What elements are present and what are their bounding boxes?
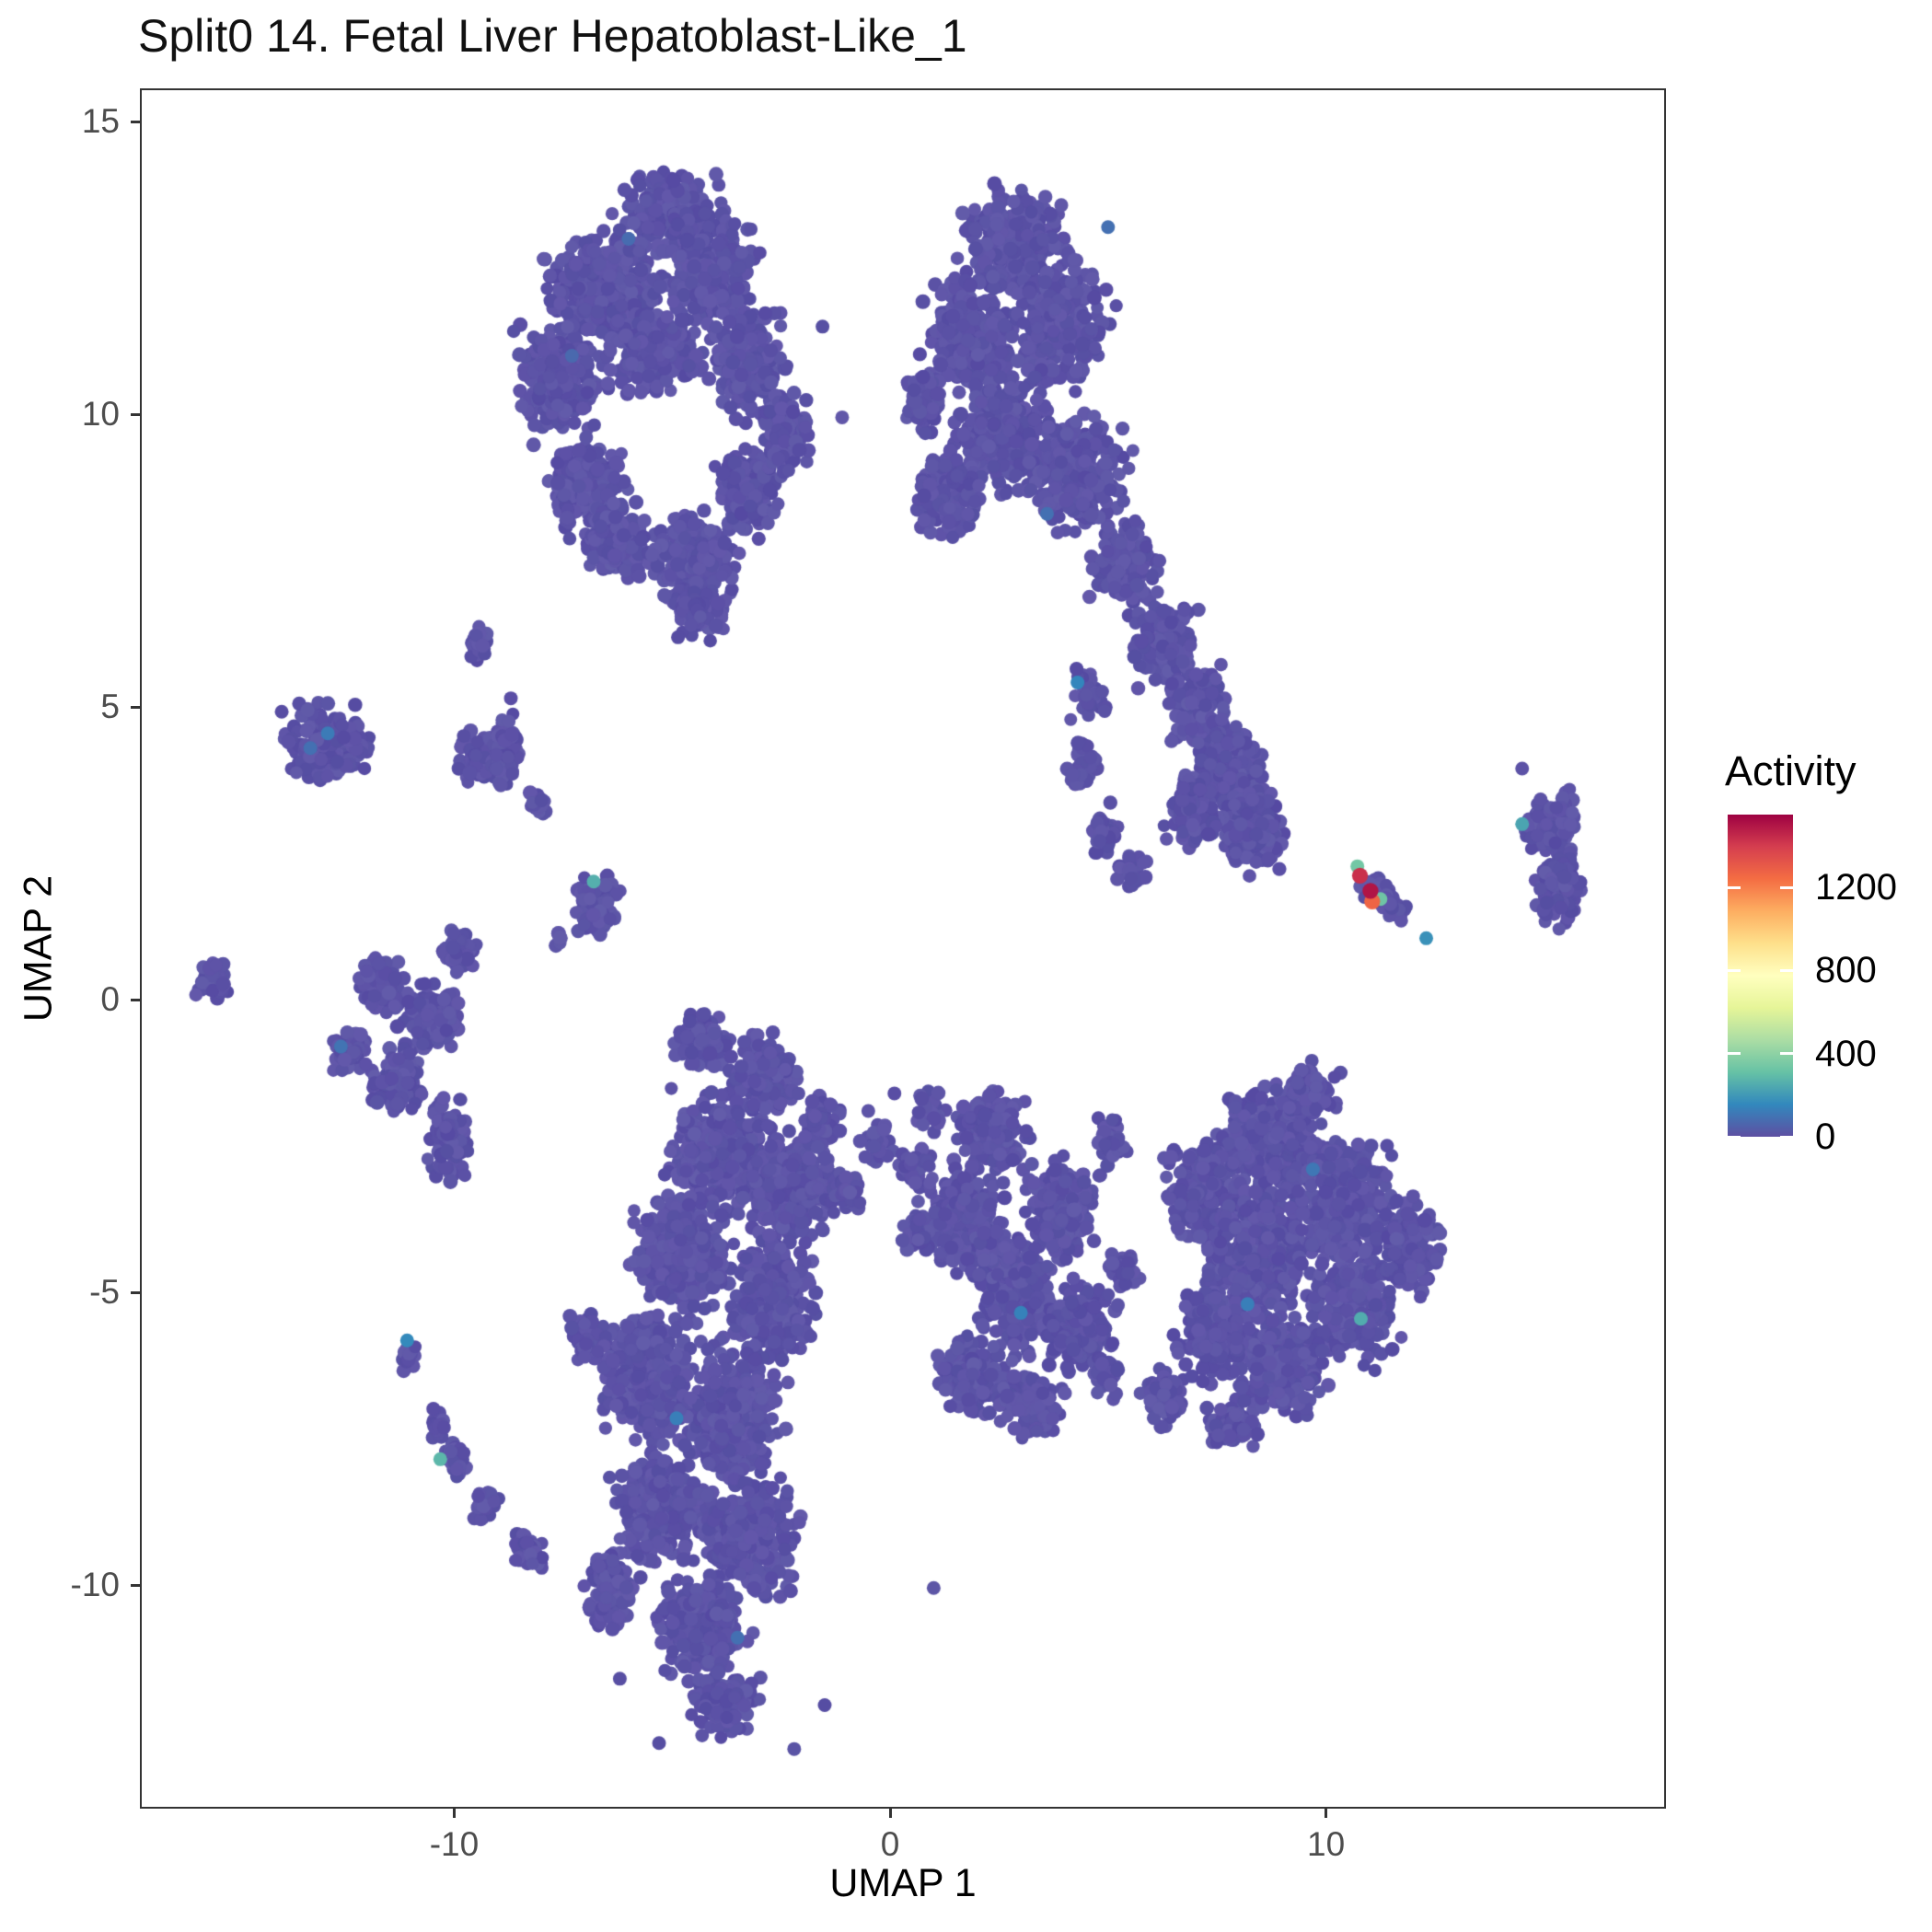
legend-tick-mark	[1780, 1052, 1793, 1056]
y-tick-label: 15	[81, 102, 120, 141]
x-tick-label: -10	[429, 1825, 480, 1863]
y-tick-label: -5	[89, 1273, 120, 1312]
y-tick-mark	[131, 412, 140, 416]
x-tick-label: 0	[880, 1825, 900, 1863]
legend-tick-mark	[1728, 1052, 1741, 1056]
legend-tick-label: 800	[1815, 950, 1877, 991]
y-tick-mark	[131, 998, 140, 1001]
y-tick-mark	[131, 1583, 140, 1587]
y-tick-mark	[131, 1290, 140, 1294]
y-tick-label: 5	[100, 688, 120, 726]
legend-tick-mark	[1728, 968, 1741, 972]
y-tick-label: -10	[70, 1566, 120, 1604]
y-axis-title: UMAP 2	[16, 874, 61, 1023]
plot-panel	[140, 88, 1666, 1809]
legend-tick-mark	[1728, 1135, 1741, 1139]
y-tick-mark	[131, 120, 140, 123]
legend-tick-mark	[1780, 968, 1793, 972]
y-tick-label: 10	[81, 395, 120, 434]
y-tick-label: 0	[100, 980, 120, 1019]
legend-title: Activity	[1725, 747, 1857, 794]
legend-tick-mark	[1780, 885, 1793, 889]
y-tick-mark	[131, 705, 140, 709]
legend-tick-mark	[1780, 1135, 1793, 1139]
legend-tick-label: 0	[1815, 1116, 1836, 1157]
x-tick-mark	[1325, 1809, 1328, 1818]
x-tick-mark	[888, 1809, 892, 1818]
legend-colorbar	[1728, 815, 1793, 1137]
legend-tick-label: 400	[1815, 1033, 1877, 1074]
x-tick-mark	[452, 1809, 456, 1818]
x-tick-label: 10	[1307, 1825, 1346, 1863]
legend-tick-mark	[1728, 885, 1741, 889]
x-axis-title: UMAP 1	[829, 1861, 977, 1905]
legend-tick-label: 1200	[1815, 867, 1897, 908]
